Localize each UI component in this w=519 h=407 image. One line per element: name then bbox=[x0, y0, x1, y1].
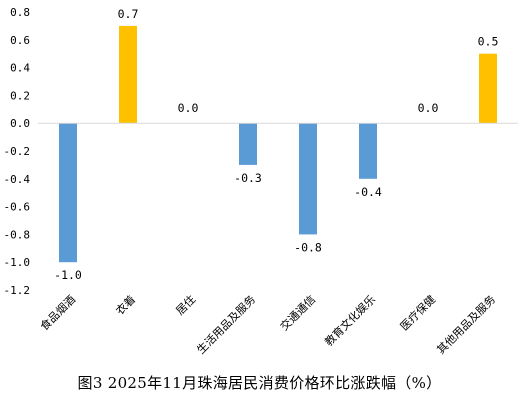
bars bbox=[59, 25, 497, 263]
bar-衣着 bbox=[119, 25, 137, 124]
y-tick-label: -1.2 bbox=[4, 284, 31, 297]
bar-其他用品及服务 bbox=[479, 53, 497, 124]
bar-生活用品及服务 bbox=[239, 123, 257, 165]
data-label: -0.3 bbox=[234, 171, 262, 185]
x-tick-label: 交通通信 bbox=[277, 292, 318, 333]
x-tick-label: 教育文化娱乐 bbox=[322, 292, 379, 349]
x-tick-label: 食品烟酒 bbox=[37, 292, 78, 333]
data-label: 0.5 bbox=[478, 35, 499, 49]
data-label: 0.0 bbox=[418, 101, 439, 115]
data-label: -0.8 bbox=[294, 240, 322, 254]
chart-title: 图3 2025年11月珠海居民消费价格环比涨跌幅（%） bbox=[77, 374, 442, 392]
data-label: 0.7 bbox=[118, 7, 139, 21]
y-axis-ticks: 0.8 0.6 0.4 0.2 0.0 -0.2 -0.4 -0.6 -0.8 -1.0 -1.2 bbox=[4, 6, 31, 297]
value-labels: -1.0 0.7 0.0 -0.3 -0.8 -0.4 0.0 0.5 bbox=[54, 7, 498, 282]
y-tick-label: 0.8 bbox=[10, 6, 30, 19]
y-tick-label: -0.4 bbox=[4, 173, 31, 186]
bar-教育文化娱乐 bbox=[359, 123, 377, 179]
x-tick-label: 居住 bbox=[173, 292, 198, 317]
data-label: -0.4 bbox=[354, 185, 382, 199]
bar-食品烟酒 bbox=[59, 123, 77, 263]
y-tick-label: -0.8 bbox=[4, 228, 31, 241]
y-tick-label: 0.2 bbox=[10, 89, 30, 102]
x-tick-label: 其他用品及服务 bbox=[434, 293, 498, 357]
data-label: -1.0 bbox=[54, 268, 82, 282]
y-tick-label: 0.4 bbox=[10, 62, 30, 75]
y-tick-label: 0.6 bbox=[10, 34, 30, 47]
x-tick-label: 衣着 bbox=[113, 292, 138, 317]
y-tick-label: -1.0 bbox=[4, 256, 31, 269]
bar-交通通信 bbox=[299, 123, 317, 235]
x-tick-label: 生活用品及服务 bbox=[194, 292, 258, 356]
y-tick-label: -0.2 bbox=[4, 145, 31, 158]
y-tick-label: -0.6 bbox=[4, 201, 31, 214]
x-tick-label: 医疗保健 bbox=[397, 292, 438, 333]
y-tick-label: 0.0 bbox=[10, 117, 30, 130]
data-label: 0.0 bbox=[178, 101, 199, 115]
